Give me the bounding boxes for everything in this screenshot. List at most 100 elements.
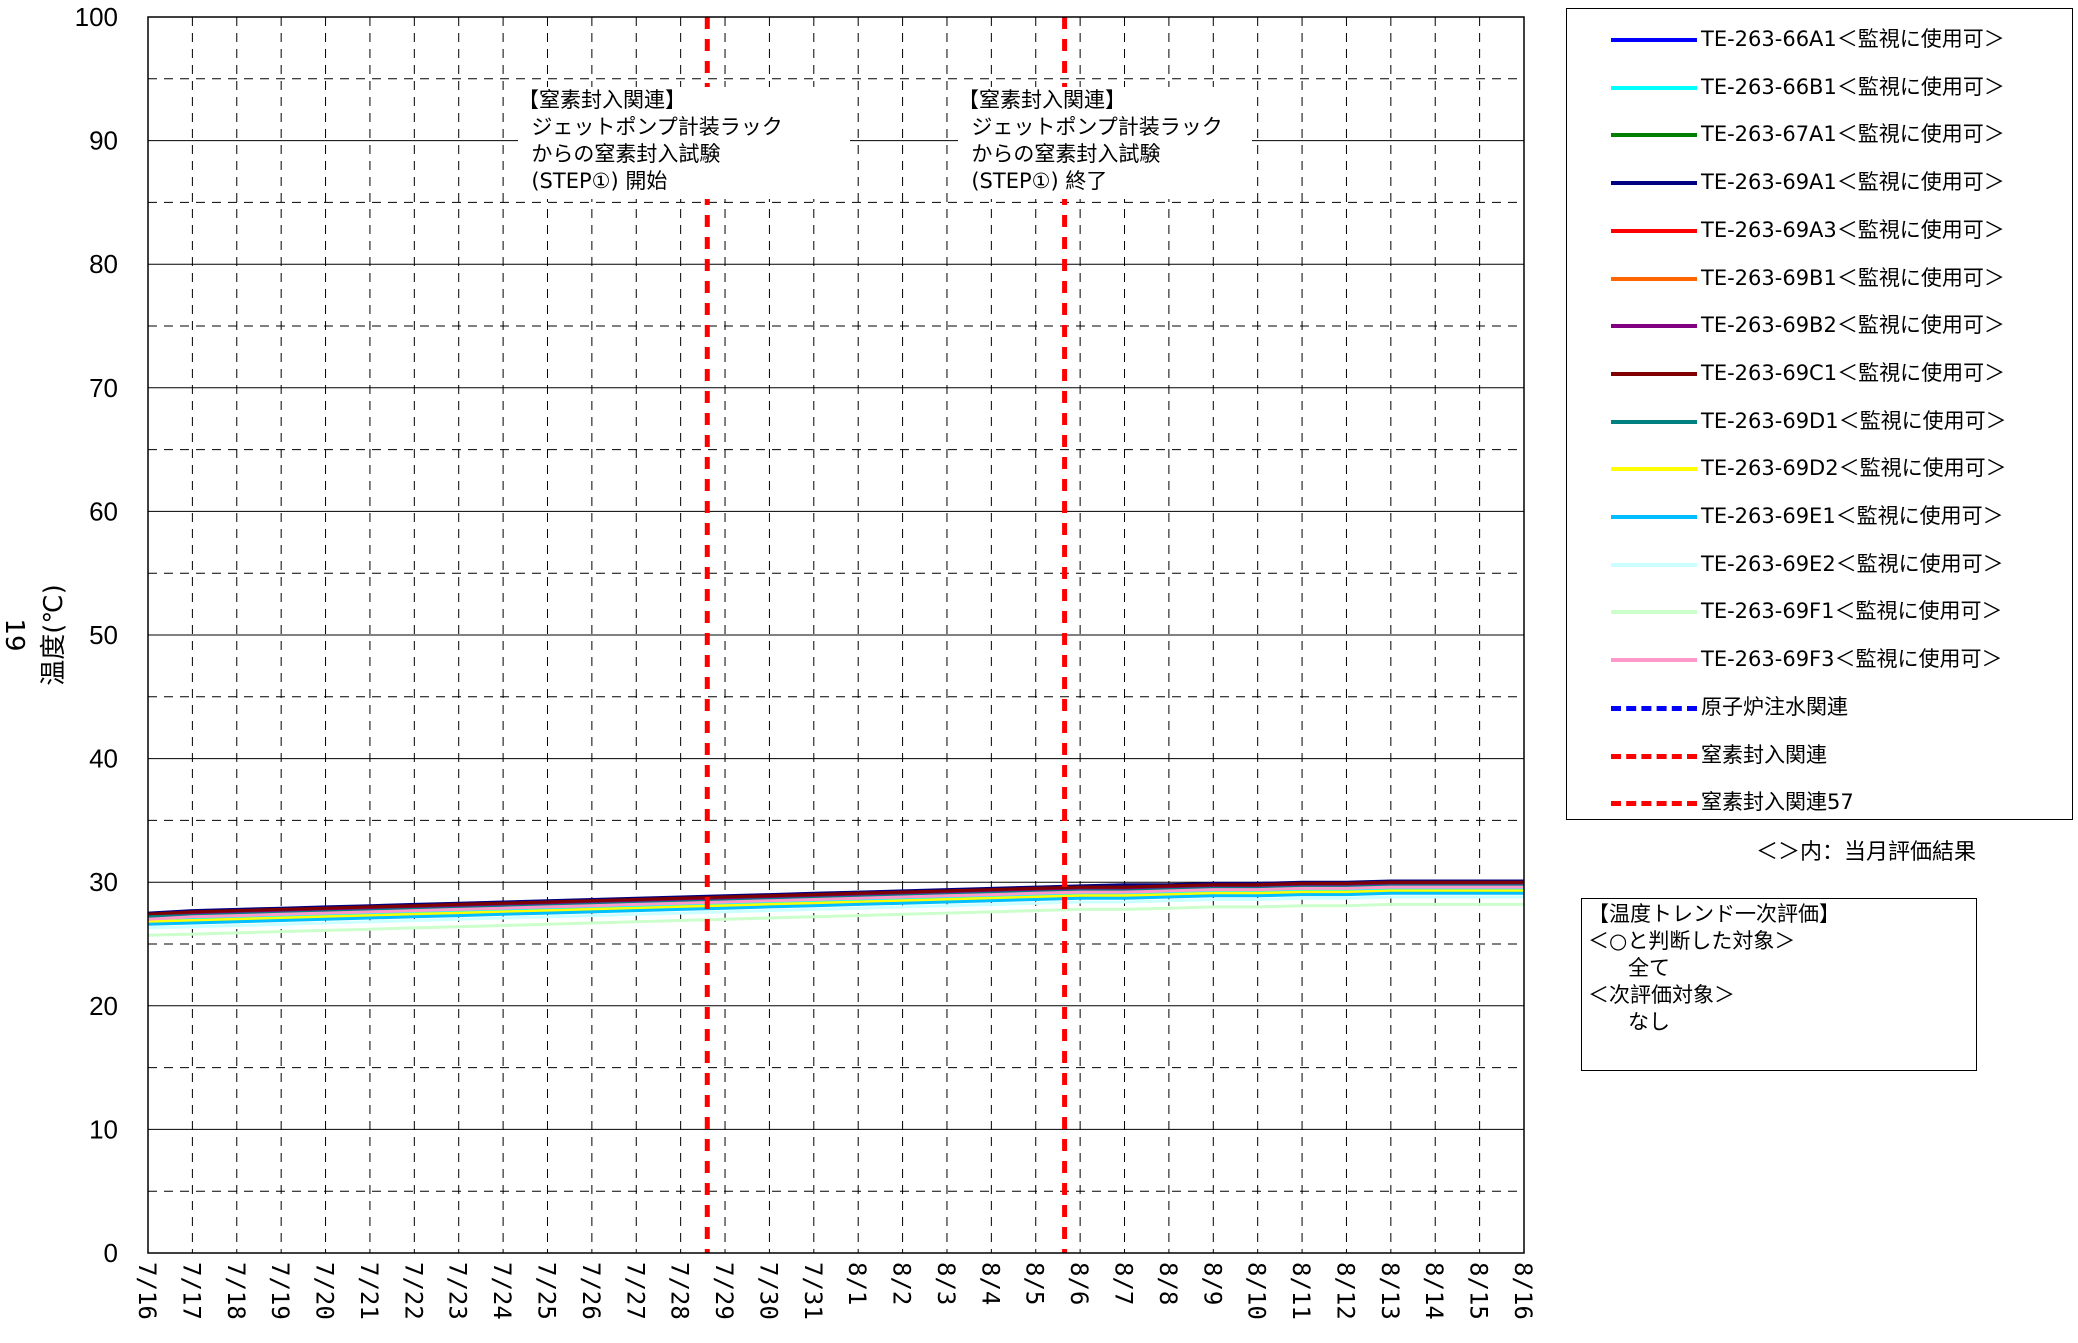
x-tick-label: 8/15 <box>1465 1262 1493 1320</box>
grid-lines <box>148 17 1524 1253</box>
legend-label: 窒素封入関連57 <box>1701 790 1854 815</box>
annotation-end: 【窒素封入関連】 ジェットポンプ計装ラック からの窒素封入試験 (STEP①) … <box>958 87 1252 199</box>
x-tick-label: 7/31 <box>799 1262 827 1320</box>
y-tick-label: 40 <box>89 744 118 774</box>
legend-label: TE-263-69E1＜監視に使用可＞ <box>1701 504 2004 528</box>
legend-label: TE-263-69D2＜監視に使用可＞ <box>1701 456 2007 481</box>
x-tick-label: 7/16 <box>133 1262 161 1320</box>
x-tick-label: 8/6 <box>1065 1262 1093 1305</box>
legend-label: TE-263-69F1＜監視に使用可＞ <box>1701 599 2003 624</box>
legend-label: TE-263-69B2＜監視に使用可＞ <box>1701 313 2005 338</box>
legend-swatch <box>1611 562 1697 567</box>
x-axis-ticks: 7/16 7/17 7/18 7/19 7/20 7/21 7/22 7/23 7/24 7/25… <box>133 1262 1537 1320</box>
series-line-13 <box>147 885 1524 921</box>
legend-swatch <box>1611 419 1697 424</box>
series-lines <box>147 879 1524 937</box>
legend-label: TE-263-66B1＜監視に使用可＞ <box>1701 74 2005 99</box>
legend-item: TE-263-69A3＜監視に使用可＞ <box>1567 215 2072 245</box>
legend-label: TE-263-69A1＜監視に使用可＞ <box>1701 170 2005 195</box>
x-tick-label: 7/22 <box>399 1262 427 1320</box>
legend-label: TE-263-69A3＜監視に使用可＞ <box>1701 217 2005 242</box>
y-tick-label: 0 <box>104 1238 118 1268</box>
x-tick-label: 7/27 <box>621 1262 649 1320</box>
x-tick-label: 8/4 <box>976 1262 1004 1305</box>
legend-label: TE-263-67A1＜監視に使用可＞ <box>1701 122 2005 147</box>
legend-label: TE-263-69E2＜監視に使用可＞ <box>1701 551 2004 576</box>
y-axis-label: 温度(℃) <box>39 584 69 686</box>
x-tick-label: 7/25 <box>532 1262 560 1320</box>
y-tick-label: 10 <box>89 1114 118 1144</box>
y-tick-label: 30 <box>89 867 118 897</box>
legend-item: TE-263-69E2＜監視に使用可＞ <box>1567 549 2072 579</box>
x-tick-label: 8/8 <box>1154 1262 1182 1305</box>
series-line-11 <box>147 895 1524 930</box>
legend-swatch <box>1611 324 1697 329</box>
series-line-9 <box>147 889 1524 924</box>
x-tick-label: 8/10 <box>1243 1262 1271 1320</box>
x-tick-label: 8/12 <box>1331 1262 1359 1320</box>
legend-item: 窒素封入関連 <box>1567 740 2072 770</box>
y-tick-label: 60 <box>89 496 118 526</box>
x-tick-label: 8/5 <box>1021 1262 1049 1305</box>
x-tick-label: 7/28 <box>666 1262 694 1320</box>
legend-swatch <box>1611 610 1697 615</box>
x-tick-label: 8/14 <box>1420 1262 1448 1320</box>
evaluation-box: 【温度トレンド一次評価】 ＜○と判断した対象＞ 全て ＜次評価対象＞ なし <box>1581 898 1977 1071</box>
legend-item: TE-263-69F3＜監視に使用可＞ <box>1567 644 2072 674</box>
y-tick-label: 20 <box>89 991 118 1021</box>
legend-swatch <box>1611 753 1697 759</box>
x-tick-label: 7/17 <box>177 1262 205 1320</box>
x-tick-label: 7/21 <box>355 1262 383 1320</box>
legend-swatch <box>1611 276 1697 281</box>
legend-swatch <box>1611 801 1697 807</box>
y-tick-label: 100 <box>75 2 118 32</box>
legend-label: TE-263-69F3＜監視に使用可＞ <box>1701 647 2003 672</box>
x-tick-label: 7/29 <box>710 1262 738 1320</box>
legend-swatch <box>1611 133 1697 138</box>
plot-area <box>147 16 1525 1254</box>
x-tick-label: 7/23 <box>444 1262 472 1320</box>
legend-label: TE-263-69B1＜監視に使用可＞ <box>1701 265 2005 290</box>
legend-item: TE-263-69D2＜監視に使用可＞ <box>1567 453 2072 483</box>
legend-label: TE-263-66A1＜監視に使用可＞ <box>1701 27 2005 51</box>
x-tick-label: 7/24 <box>488 1262 516 1320</box>
x-tick-label: 8/11 <box>1287 1262 1315 1320</box>
x-tick-label: 7/18 <box>222 1262 250 1320</box>
legend-item: TE-263-67A1＜監視に使用可＞ <box>1567 119 2072 149</box>
legend-item: TE-263-69E1＜監視に使用可＞ <box>1567 501 2072 531</box>
x-tick-label: 8/2 <box>888 1262 916 1305</box>
legend-swatch <box>1611 85 1697 90</box>
legend-item: TE-263-66B1＜監視に使用可＞ <box>1567 72 2072 102</box>
legend-label: TE-263-69D1＜監視に使用可＞ <box>1701 408 2007 433</box>
annotation-start: 【窒素封入関連】 ジェットポンプ計装ラック からの窒素封入試験 (STEP①) … <box>518 87 850 199</box>
legend-item: TE-263-66A1＜監視に使用可＞ <box>1567 24 2072 54</box>
legend-item: TE-263-69A1＜監視に使用可＞ <box>1567 167 2072 197</box>
legend-swatch <box>1611 38 1697 42</box>
legend-label: TE-263-69C1＜監視に使用可＞ <box>1701 360 2006 385</box>
legend-item: TE-263-69D1＜監視に使用可＞ <box>1567 406 2072 436</box>
legend-swatch <box>1611 515 1697 519</box>
legend-item: TE-263-69C1＜監視に使用可＞ <box>1567 358 2072 388</box>
y-tick-label: 80 <box>89 249 118 279</box>
x-tick-label: 8/16 <box>1509 1262 1537 1320</box>
legend-swatch <box>1611 658 1697 663</box>
legend-label: 原子炉注水関連 <box>1701 694 1848 719</box>
chart-legend: TE-263-66A1＜監視に使用可＞ TE-263-66B1＜監視に使用可＞ TE… <box>1566 8 2073 820</box>
legend-note: ＜＞内：当月評価結果 <box>1756 840 1977 865</box>
legend-item: TE-263-69F1＜監視に使用可＞ <box>1567 596 2072 626</box>
legend-swatch <box>1611 705 1697 711</box>
x-tick-label: 8/7 <box>1110 1262 1138 1305</box>
legend-swatch <box>1611 467 1697 472</box>
event-lines <box>704 17 1068 1253</box>
y-axis-marker: 19 <box>0 618 29 651</box>
x-tick-label: 7/26 <box>577 1262 605 1320</box>
x-tick-label: 8/1 <box>843 1262 871 1305</box>
series-line-12 <box>147 902 1524 937</box>
series-line-7 <box>147 880 1524 916</box>
x-tick-label: 7/19 <box>266 1262 294 1320</box>
legend-item: TE-263-69B2＜監視に使用可＞ <box>1567 310 2072 340</box>
legend-swatch <box>1611 228 1697 233</box>
legend-swatch <box>1611 371 1697 376</box>
series-line-10 <box>147 891 1524 926</box>
y-axis-ticks: 0 10 20 30 40 50 60 70 80 90 100 <box>75 2 118 1268</box>
